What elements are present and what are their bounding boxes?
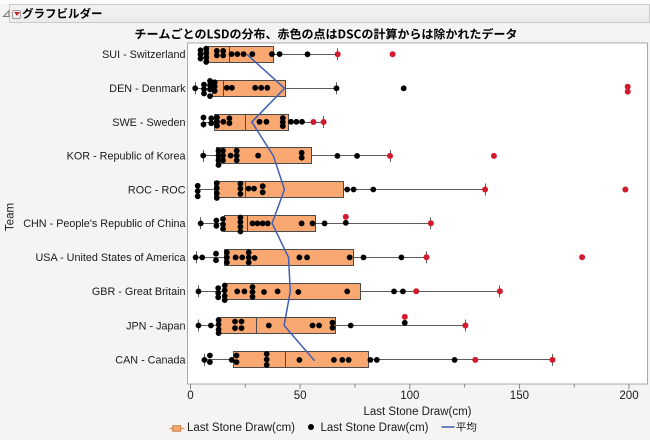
svg-text:ROC - ROC: ROC - ROC: [128, 184, 186, 196]
svg-text:DEN - Denmark: DEN - Denmark: [109, 83, 186, 95]
svg-text:Last Stone Draw(cm): Last Stone Draw(cm): [363, 406, 471, 418]
svg-text:CAN - Canada: CAN - Canada: [115, 355, 185, 367]
svg-text:200: 200: [619, 390, 638, 402]
svg-text:150: 150: [510, 390, 529, 402]
svg-text:0: 0: [187, 390, 193, 402]
svg-text:JPN - Japan: JPN - Japan: [126, 320, 185, 332]
svg-text:SWE - Sweden: SWE - Sweden: [112, 117, 185, 129]
svg-text:50: 50: [294, 390, 307, 402]
svg-text:USA - United States of America: USA - United States of America: [35, 252, 185, 264]
svg-text:GBR - Great Britain: GBR - Great Britain: [92, 286, 186, 298]
svg-text:Last Stone Draw(cm): Last Stone Draw(cm): [321, 422, 429, 434]
svg-text:Team: Team: [5, 203, 17, 231]
svg-text:100: 100: [400, 390, 419, 402]
svg-text:KOR - Republic of Korea: KOR - Republic of Korea: [67, 151, 186, 163]
svg-text:Last Stone Draw(cm): Last Stone Draw(cm): [187, 422, 295, 434]
svg-text:CHN - People's Republic of Chi: CHN - People's Republic of China: [23, 218, 185, 230]
svg-text:SUI - Switzerland: SUI - Switzerland: [102, 49, 185, 61]
